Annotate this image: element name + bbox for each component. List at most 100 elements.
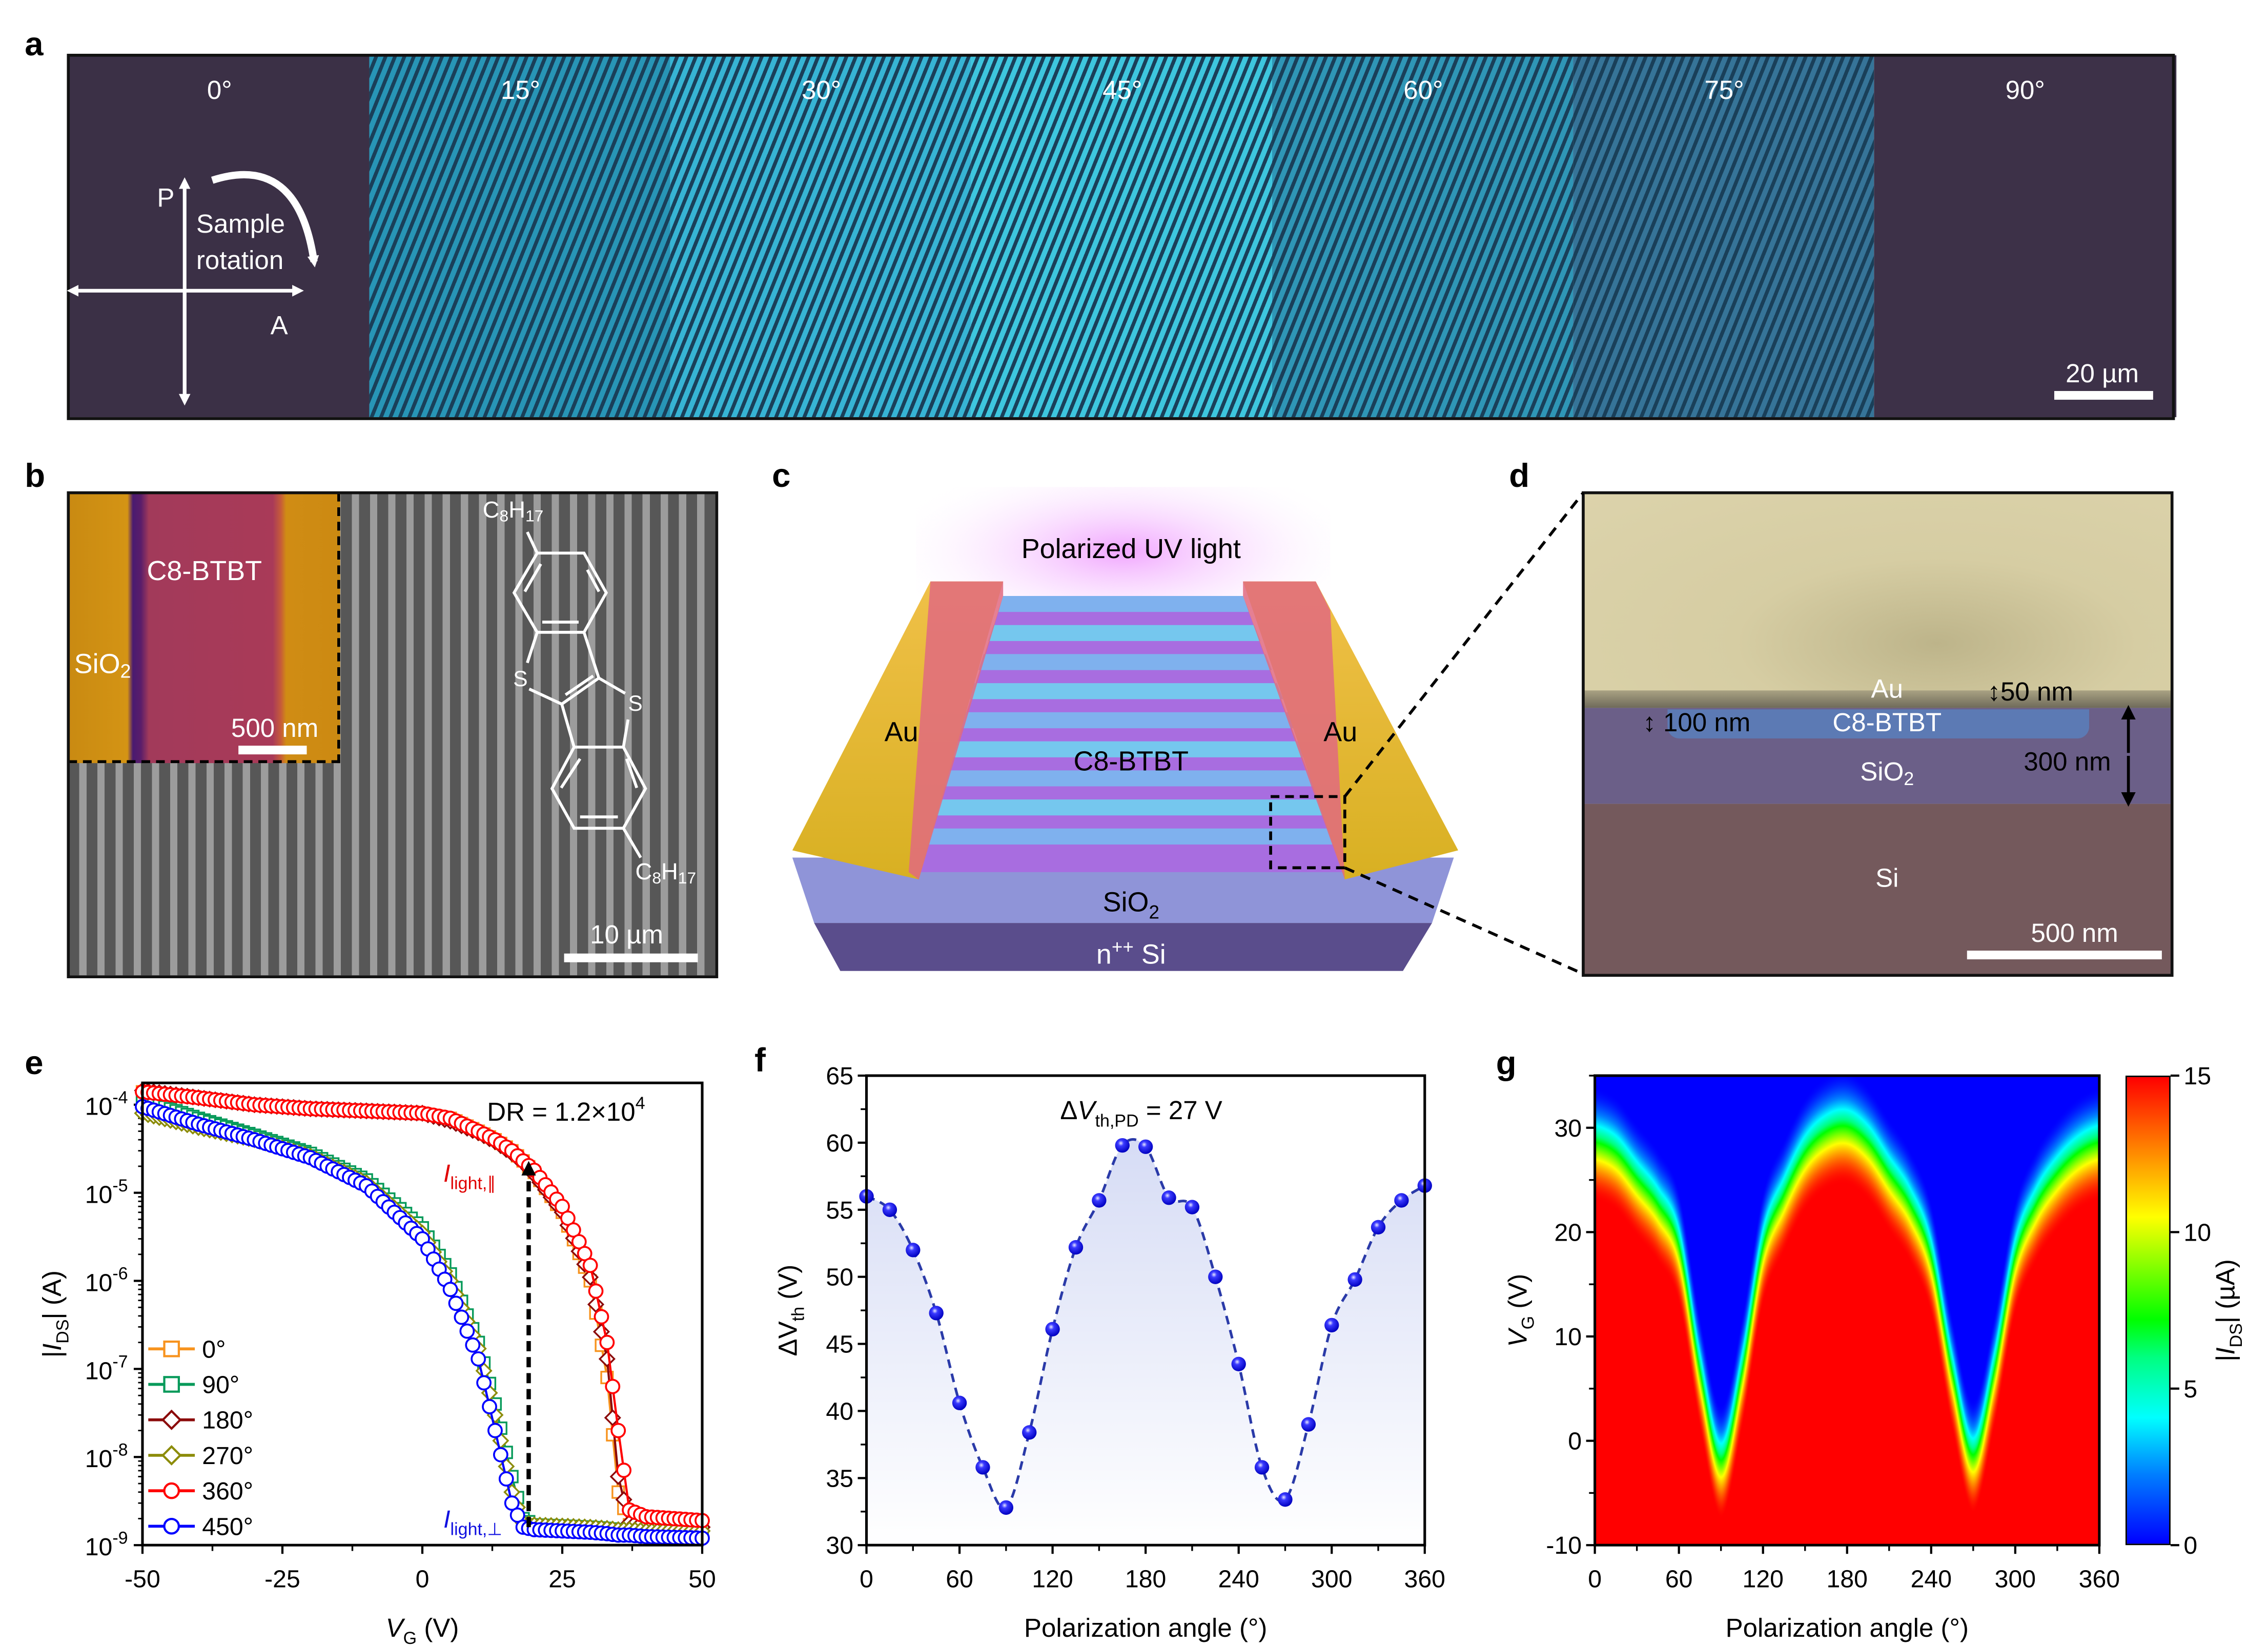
y-tick-exponent: -4 bbox=[112, 1088, 128, 1107]
y-tick-label: 10-6 bbox=[85, 1264, 128, 1297]
c8-btbt-stripe bbox=[949, 741, 1306, 757]
y-label-unit: (V) bbox=[1503, 1274, 1532, 1316]
gate-sup: ++ bbox=[1112, 937, 1134, 958]
data-point-circle bbox=[610, 1423, 626, 1438]
rotation-label-line1: Sample bbox=[196, 209, 285, 239]
x-tick-label: 180 bbox=[1827, 1565, 1868, 1593]
data-point bbox=[975, 1460, 990, 1475]
carbon-symbol: C bbox=[482, 498, 500, 524]
hydrogen-count: 17 bbox=[525, 508, 544, 526]
double-arrow-icon: ↕ bbox=[1643, 708, 1664, 737]
au-layer bbox=[1583, 492, 2172, 708]
y-tick-label: 65 bbox=[826, 1062, 853, 1090]
y-label-symbol: I bbox=[37, 1344, 67, 1351]
colorbar-label: |IDS| (µA) bbox=[2211, 1259, 2246, 1362]
i-light-perp-label: Ilight,⊥ bbox=[443, 1506, 502, 1539]
y-tick-label: 60 bbox=[826, 1129, 853, 1157]
bond bbox=[526, 531, 539, 554]
rotation-angle-label: 15° bbox=[500, 75, 541, 105]
left-au-label: Au bbox=[885, 717, 918, 748]
y-tick-label: 10-5 bbox=[85, 1176, 128, 1209]
panel-label-d: d bbox=[1509, 456, 1530, 495]
x-label-symbol: V bbox=[386, 1613, 406, 1642]
colorbar-tick-label: 10 bbox=[2183, 1219, 2211, 1246]
colorbar-tick-label: 5 bbox=[2183, 1375, 2197, 1403]
y-tick-label: 10-7 bbox=[85, 1352, 128, 1385]
x-axis-label: Polarization angle (°) bbox=[1024, 1613, 1267, 1642]
data-point-circle bbox=[599, 1334, 615, 1350]
data-point-circle bbox=[493, 1447, 508, 1463]
x-tick-label: 60 bbox=[1665, 1565, 1693, 1593]
device-schematic bbox=[792, 487, 1459, 971]
data-point bbox=[1045, 1322, 1060, 1336]
si-substrate bbox=[814, 923, 1432, 971]
zoom-region-box bbox=[1269, 795, 1346, 870]
chart-f-threshold-shift: 0 60 120 180 240 300 360 30 35 40 45 50 55 60 65 Polari… bbox=[773, 1062, 1445, 1642]
y-label-sub: G bbox=[1519, 1316, 1538, 1329]
double-bond bbox=[564, 674, 594, 696]
hydrogen-symbol: H bbox=[661, 860, 678, 886]
polarizer-analyzer-cross bbox=[67, 171, 319, 406]
data-point bbox=[882, 1202, 897, 1217]
y-axis-label: ΔVth (V) bbox=[773, 1265, 808, 1356]
data-point-circle bbox=[459, 1323, 475, 1339]
dielectric-sub: 2 bbox=[1149, 902, 1159, 923]
c8-btbt-stripe bbox=[939, 770, 1317, 787]
x-tick-label: 25 bbox=[548, 1565, 576, 1593]
micrograph-tile bbox=[369, 55, 670, 418]
carbon-symbol: C bbox=[635, 860, 652, 886]
data-point-circle bbox=[442, 1282, 458, 1298]
cb-label-bar: | bbox=[2211, 1355, 2240, 1362]
data-point bbox=[929, 1306, 944, 1321]
x-axis-label: Polarization angle (°) bbox=[1726, 1613, 1969, 1642]
y-axis-label: VG (V) bbox=[1503, 1274, 1538, 1347]
double-bond bbox=[625, 758, 639, 789]
data-point-circle bbox=[588, 1283, 604, 1299]
plot-frame bbox=[141, 1081, 704, 1547]
uv-light-label: Polarized UV light bbox=[1021, 533, 1241, 564]
afm-inset-image bbox=[68, 492, 340, 764]
legend-marker-diamond bbox=[161, 1445, 182, 1466]
legend-item: 90° bbox=[148, 1371, 239, 1399]
panel-a-scale-label: 20 µm bbox=[2066, 359, 2139, 388]
sio2-sub: 2 bbox=[1904, 769, 1914, 790]
sulfur-label-1: S bbox=[513, 667, 528, 692]
data-point bbox=[1115, 1138, 1130, 1153]
c8-btbt-stripe bbox=[920, 828, 1340, 845]
panel-d-scale-label: 500 nm bbox=[2031, 918, 2118, 948]
legend-item: 450° bbox=[148, 1513, 253, 1540]
x-tick-label: 240 bbox=[1911, 1565, 1952, 1593]
v-symbol: V bbox=[1078, 1096, 1098, 1125]
i-light-parallel-label: Ilight,∥ bbox=[443, 1160, 496, 1193]
data-point-circle bbox=[504, 1495, 520, 1511]
y-tick-label: 30 bbox=[826, 1532, 853, 1559]
inset-substrate-sub: 2 bbox=[120, 660, 131, 683]
gate-rest: Si bbox=[1134, 939, 1166, 970]
data-point-circle bbox=[594, 1309, 609, 1325]
rotation-angle-label: 60° bbox=[1403, 75, 1443, 105]
dr-text: DR = 1.2×10 bbox=[487, 1097, 635, 1126]
hydrogen-symbol: H bbox=[508, 498, 525, 524]
c8-label: C8-BTBT bbox=[1832, 708, 1942, 737]
inset-substrate-text: SiO bbox=[74, 649, 120, 681]
y-tick-base: 10 bbox=[85, 1093, 113, 1121]
data-point bbox=[1092, 1193, 1107, 1208]
x-axis-label: VG (V) bbox=[386, 1613, 459, 1647]
data-point-circle bbox=[454, 1309, 469, 1325]
x-tick-label: 360 bbox=[2079, 1565, 2120, 1593]
x-tick-label: -50 bbox=[125, 1565, 160, 1593]
x-label-sub: G bbox=[403, 1629, 417, 1647]
c8-btbt-stripe bbox=[959, 712, 1295, 729]
data-point-circle bbox=[605, 1378, 621, 1394]
y-tick-base: 10 bbox=[85, 1533, 113, 1561]
panel-label-e: e bbox=[25, 1043, 44, 1082]
y-tick-base: 10 bbox=[85, 1357, 113, 1385]
legend-label: 90° bbox=[202, 1371, 239, 1399]
c8-thickness: ↕ 100 nm bbox=[1643, 709, 1750, 735]
data-point bbox=[1208, 1269, 1223, 1284]
plot-area bbox=[142, 1083, 703, 1546]
data-point bbox=[1138, 1139, 1153, 1154]
c8-btbt-stripe bbox=[969, 683, 1283, 699]
legend-item: 180° bbox=[148, 1407, 253, 1434]
